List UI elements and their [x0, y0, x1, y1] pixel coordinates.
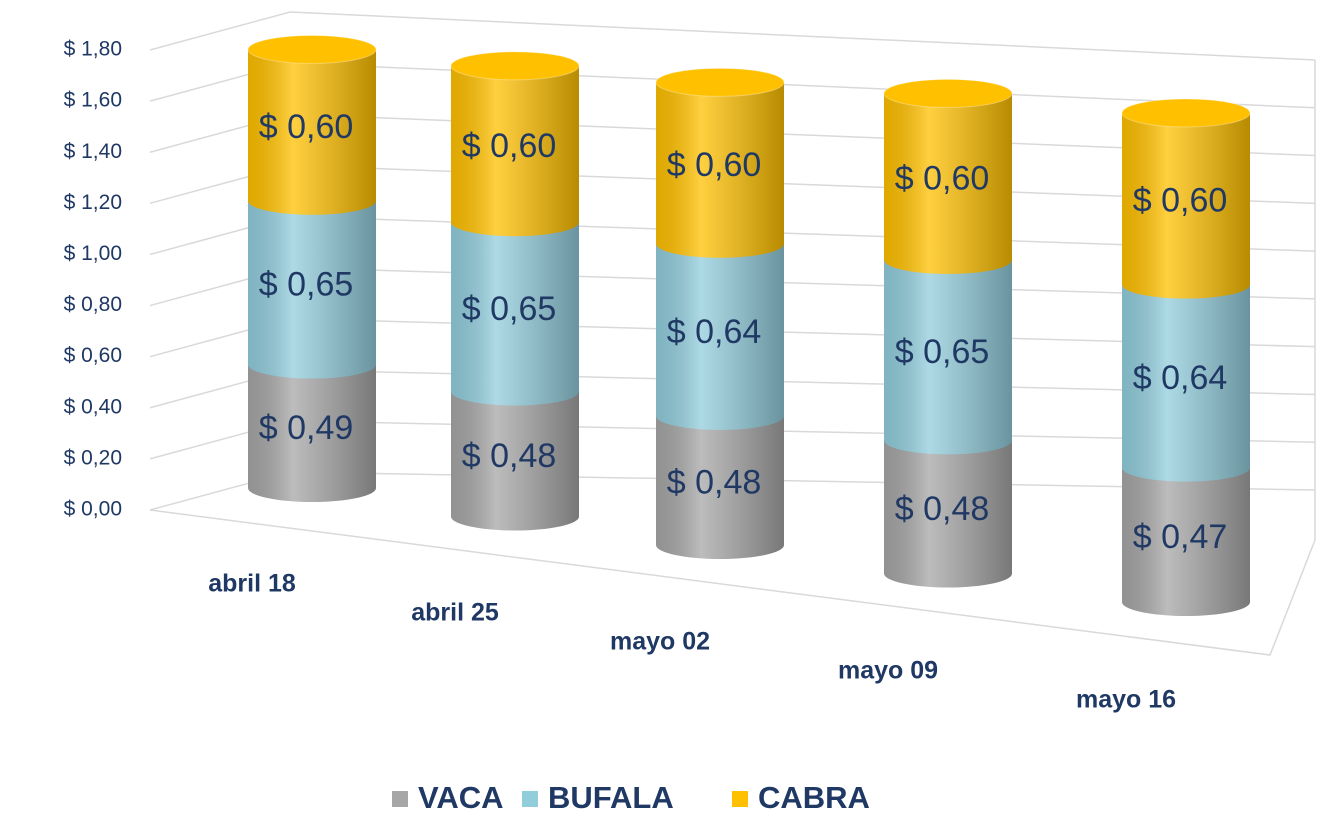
- cylinder-segment: [451, 222, 579, 406]
- data-label: $ 0,60: [1133, 182, 1228, 220]
- segment-shade: [248, 49, 376, 215]
- data-label: $ 0,65: [895, 333, 990, 371]
- legend-swatch: [392, 791, 408, 807]
- x-tick-label: mayo 02: [610, 628, 710, 656]
- cylinder-segment: [656, 415, 784, 559]
- cylinder-segment: [247, 35, 377, 215]
- segment-shade: [656, 415, 784, 559]
- y-tick-label: $ 1,60: [64, 89, 122, 112]
- legend-label: VACA: [418, 780, 504, 814]
- data-label: $ 0,48: [667, 463, 762, 501]
- data-label: $ 0,48: [895, 490, 990, 528]
- data-label: $ 0,60: [667, 146, 762, 184]
- grid-line: [149, 11, 1316, 61]
- cylinder-segment: [883, 78, 1013, 274]
- x-tick-label: mayo 09: [838, 657, 938, 685]
- data-label: $ 0,65: [462, 290, 557, 328]
- segment-shade: [248, 200, 376, 379]
- cylinder-segment: [1122, 284, 1250, 482]
- cylinder-segment: [1122, 467, 1250, 616]
- x-tick-label: mayo 16: [1076, 686, 1176, 714]
- segment-shade: [656, 243, 784, 430]
- legend-label: BUFALA: [548, 780, 674, 814]
- y-tick-label: $ 0,20: [64, 446, 122, 469]
- cylinder-segment: [248, 364, 376, 502]
- floor-edge: [149, 509, 1316, 656]
- segment-shade: [1122, 467, 1250, 616]
- legend-swatch: [522, 791, 538, 807]
- segment-shade: [884, 440, 1012, 588]
- segment-shade: [884, 93, 1012, 274]
- data-label: $ 0,64: [667, 313, 762, 351]
- data-label: $ 0,60: [462, 127, 557, 165]
- data-label: $ 0,64: [1133, 359, 1228, 397]
- x-tick-label: abril 25: [411, 599, 499, 627]
- cylinder-top: [1121, 98, 1251, 128]
- cylinder-segment: [248, 200, 376, 379]
- x-tick-label: abril 18: [208, 570, 296, 598]
- cylinder-top: [247, 35, 377, 65]
- cylinder-top: [655, 67, 785, 97]
- data-label: $ 0,47: [1133, 518, 1228, 556]
- legend-label: CABRA: [758, 780, 870, 814]
- y-tick-label: $ 1,40: [64, 140, 122, 163]
- cylinder-top: [450, 51, 580, 81]
- cylinder-top: [883, 78, 1013, 108]
- cylinder-segment: [451, 391, 579, 531]
- data-label: $ 0,65: [259, 266, 354, 304]
- data-label: $ 0,60: [259, 108, 354, 146]
- cylinder-segment: [655, 67, 785, 258]
- segment-shade: [1122, 112, 1250, 299]
- y-tick-label: $ 1,80: [64, 38, 122, 61]
- segment-shade: [1122, 284, 1250, 482]
- y-tick-label: $ 0,80: [64, 293, 122, 316]
- y-tick-label: $ 1,20: [64, 191, 122, 214]
- y-tick-label: $ 1,00: [64, 242, 122, 265]
- segment-shade: [248, 364, 376, 502]
- cylinder-segment: [1121, 98, 1251, 299]
- cylinder-segment: [884, 440, 1012, 588]
- segment-shade: [884, 259, 1012, 455]
- segment-shade: [451, 65, 579, 237]
- y-tick-label: $ 0,40: [64, 395, 122, 418]
- cylinder-segment: [884, 259, 1012, 455]
- segment-shade: [451, 391, 579, 531]
- y-tick-label: $ 0,60: [64, 344, 122, 367]
- data-label: $ 0,49: [259, 409, 354, 447]
- data-label: $ 0,60: [895, 160, 990, 198]
- segment-shade: [656, 82, 784, 258]
- data-label: $ 0,48: [462, 437, 557, 475]
- segment-shade: [451, 222, 579, 406]
- cylinder-segment: [656, 243, 784, 430]
- y-tick-label: $ 0,00: [64, 498, 122, 521]
- legend-swatch: [732, 791, 748, 807]
- floor: [149, 60, 1316, 656]
- cylinder-segment: [450, 51, 580, 237]
